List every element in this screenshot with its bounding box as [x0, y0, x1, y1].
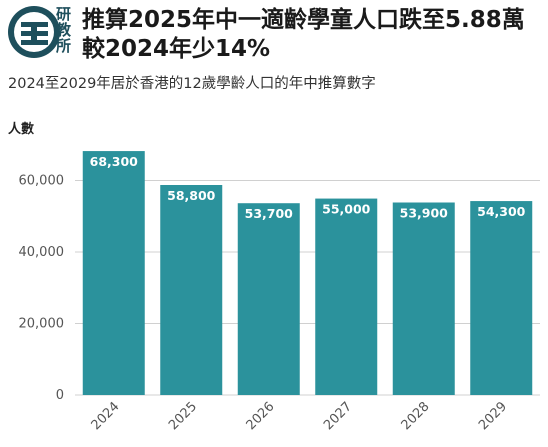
- data-label: 58,800: [167, 188, 216, 203]
- bar: [470, 201, 533, 395]
- data-labels: 68,300 58,800 53,700 55,000 53,900 54,300: [90, 154, 526, 221]
- bar: [82, 151, 145, 395]
- y-tick-label: 40,000: [19, 245, 65, 260]
- x-tick-label: 2024: [89, 399, 123, 433]
- logo-char: 教: [56, 21, 72, 39]
- data-label: 68,300: [90, 154, 139, 169]
- chart-subtitle: 2024至2029年居於香港的12歲學齡人口的年中推算數字: [8, 76, 376, 92]
- x-axis-ticks: 2024 2025 2026 2027 2028 2029: [89, 399, 511, 433]
- bar: [392, 202, 455, 395]
- y-tick-label: 20,000: [19, 317, 65, 332]
- grid-lines: [75, 180, 540, 396]
- x-tick-label: 2025: [166, 399, 200, 433]
- x-tick-label: 2029: [476, 399, 510, 433]
- chart-title: 推算2025年中一適齡學童人口跌至5.88萬 較2024年少14%: [82, 7, 548, 62]
- logo-char: 所: [56, 37, 72, 55]
- logo-bar-stem: [31, 22, 37, 45]
- data-label: 53,900: [400, 206, 449, 221]
- data-label: 53,700: [245, 206, 294, 221]
- data-label: 55,000: [322, 202, 371, 217]
- bar: [315, 198, 378, 395]
- logo-char: 研: [56, 5, 72, 23]
- y-tick-label: 0: [56, 388, 64, 403]
- x-tick-label: 2026: [244, 399, 278, 433]
- y-axis-label: 人數: [8, 122, 35, 137]
- x-tick-label: 2028: [399, 399, 433, 433]
- bar: [237, 203, 300, 395]
- y-axis-ticks: 0 20,000 40,000 60,000: [19, 174, 65, 403]
- y-tick-label: 60,000: [19, 174, 65, 189]
- logo: [8, 6, 60, 62]
- logo-characters: 研 教 所: [56, 6, 76, 54]
- bars: [82, 151, 533, 395]
- bar: [160, 185, 223, 395]
- data-label: 54,300: [477, 204, 526, 219]
- x-tick-label: 2027: [321, 399, 355, 433]
